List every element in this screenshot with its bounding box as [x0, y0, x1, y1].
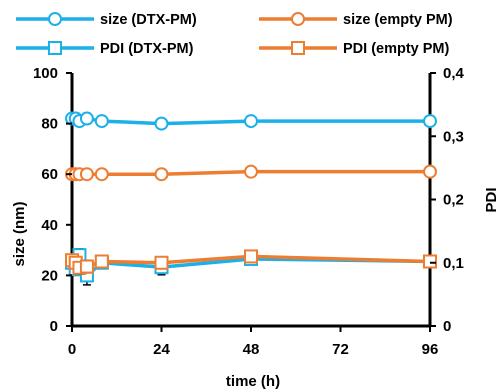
- y-tick-label: 40: [41, 217, 58, 234]
- y-axis-title: size (nm): [11, 201, 28, 266]
- y-tick-label: 80: [41, 116, 58, 133]
- y-tick-label: 0: [50, 318, 58, 335]
- legend-marker: [48, 41, 62, 55]
- legend-label: size (DTX-PM): [100, 12, 197, 28]
- data-point: [79, 259, 94, 274]
- series-layer: [65, 111, 437, 286]
- y-tick-label: 100: [33, 65, 58, 82]
- x-tick-label: 72: [332, 341, 349, 358]
- data-point: [94, 167, 109, 182]
- y2-tick-label: 0,2: [443, 192, 464, 209]
- data-point: [244, 114, 258, 129]
- y2-tick-label: 0: [443, 318, 451, 335]
- legend-entry: PDI (empty PM): [259, 41, 450, 57]
- legend-label: PDI (empty PM): [343, 41, 450, 57]
- legend-marker: [291, 41, 305, 55]
- data-point: [154, 167, 169, 182]
- x-tick-label: 24: [153, 341, 170, 358]
- legend-label: size (empty PM): [343, 12, 453, 28]
- data-point: [94, 254, 109, 269]
- y2-tick-label: 0,1: [443, 255, 464, 272]
- data-point: [244, 164, 258, 179]
- legend-entry: size (empty PM): [259, 12, 453, 28]
- y2-axis-title: PDI: [483, 187, 500, 212]
- data-point: [94, 114, 109, 129]
- y-tick-label: 20: [41, 267, 58, 284]
- data-point: [423, 164, 437, 179]
- x-tick-label: 48: [243, 341, 260, 358]
- axes: [70, 73, 432, 328]
- x-tick-label: 96: [422, 341, 439, 358]
- legend-entry: PDI (DTX-PM): [16, 41, 194, 57]
- legend-entry: size (DTX-PM): [16, 12, 197, 28]
- series-0: [65, 111, 437, 131]
- y2-tick-label: 0,4: [443, 65, 465, 82]
- y2-tick-label: 0,3: [443, 128, 464, 145]
- data-point: [154, 255, 169, 270]
- legend-label: PDI (DTX-PM): [100, 41, 194, 57]
- data-point: [79, 167, 94, 182]
- data-point: [244, 249, 258, 264]
- x-axis-title: time (h): [226, 373, 280, 390]
- legend-marker: [48, 12, 62, 26]
- data-point: [423, 254, 437, 269]
- legend-marker: [291, 12, 305, 26]
- data-point: [423, 114, 437, 129]
- x-tick-label: 0: [68, 341, 76, 358]
- legend: size (DTX-PM) size (empty PM) PDI (DTX-PM)…: [16, 12, 453, 57]
- series-1: [65, 164, 437, 182]
- series-3: [65, 249, 437, 275]
- data-point: [79, 111, 94, 126]
- data-point: [154, 116, 169, 131]
- y-tick-label: 60: [41, 166, 58, 183]
